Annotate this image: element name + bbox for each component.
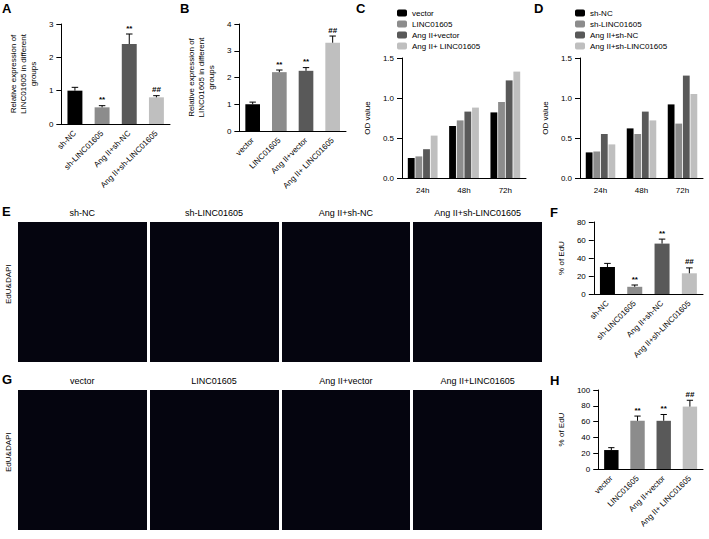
html-text:EdU&DAPI: EdU&DAPI (4, 264, 13, 304)
svg-text:LINC01605: LINC01605 (605, 473, 641, 509)
svg-text:24h: 24h (594, 186, 607, 195)
svg-text:##: ## (152, 85, 161, 94)
svg-text:0.0: 0.0 (383, 174, 395, 183)
svg-text:2: 2 (49, 53, 54, 62)
svg-text:% of EdU: % of EdU (557, 241, 566, 275)
svg-text:Relative expression of: Relative expression of (9, 34, 18, 113)
html-text:LINC01605: LINC01605 (191, 376, 237, 386)
html-text:EdU&DAPI: EdU&DAPI (4, 432, 13, 472)
svg-text:H: H (550, 373, 559, 388)
svg-text:0: 0 (49, 120, 54, 129)
svg-text:Ang II+vector: Ang II+vector (412, 31, 460, 40)
svg-text:**: ** (632, 275, 639, 284)
svg-text:% of EdU: % of EdU (557, 412, 566, 446)
svg-text:**: ** (634, 406, 641, 415)
svg-text:sh-NC: sh-NC (56, 129, 79, 152)
svg-text:OD value: OD value (541, 101, 550, 135)
svg-text:Ang II+sh-LINC01605: Ang II+sh-LINC01605 (632, 298, 693, 359)
svg-text:20: 20 (577, 272, 586, 281)
svg-text:**: ** (661, 404, 668, 413)
html-text:Ang II+sh-NC: Ang II+sh-NC (318, 208, 373, 218)
svg-text:Ang II+sh-NC: Ang II+sh-NC (624, 298, 666, 340)
html-text:E: E (2, 204, 11, 219)
svg-text:80: 80 (577, 218, 586, 227)
svg-text:Ang II+ LINC01605: Ang II+ LINC01605 (639, 473, 694, 528)
svg-text:1.5: 1.5 (383, 54, 395, 63)
svg-text:##: ## (328, 26, 337, 35)
svg-text:LINC01605 in different: LINC01605 in different (19, 33, 28, 114)
svg-text:20: 20 (581, 449, 590, 458)
html-text:Ang II+sh-LINC01605: Ang II+sh-LINC01605 (434, 208, 521, 218)
svg-text:72h: 72h (499, 186, 512, 195)
svg-text:Ang II+sh-NC: Ang II+sh-NC (590, 31, 638, 40)
svg-text:0: 0 (586, 465, 591, 474)
svg-text:0.5: 0.5 (383, 134, 395, 143)
svg-text:sh-NC: sh-NC (588, 299, 611, 322)
html-text:sh-LINC01605: sh-LINC01605 (185, 208, 244, 218)
svg-text:sh-NC: sh-NC (590, 9, 613, 18)
svg-text:sh-LINC01605: sh-LINC01605 (62, 128, 106, 172)
svg-text:A: A (2, 1, 12, 16)
svg-text:1: 1 (227, 100, 232, 109)
svg-text:B: B (180, 1, 189, 16)
svg-text:OD value: OD value (363, 101, 372, 135)
svg-text:Relative expression of: Relative expression of (187, 37, 196, 116)
svg-text:vector: vector (234, 136, 256, 158)
svg-text:80: 80 (581, 401, 590, 410)
svg-text:60: 60 (581, 417, 590, 426)
svg-text:24h: 24h (416, 186, 429, 195)
svg-text:4: 4 (227, 20, 232, 29)
svg-text:3: 3 (227, 46, 232, 55)
svg-text:1.5: 1.5 (561, 54, 573, 63)
html-text:Ang II+LINC01605: Ang II+LINC01605 (440, 376, 515, 386)
svg-text:0: 0 (227, 127, 232, 136)
svg-text:48h: 48h (457, 186, 470, 195)
svg-text:sh-LINC01605: sh-LINC01605 (590, 20, 642, 29)
svg-text:**: ** (99, 95, 106, 104)
svg-text:0.0: 0.0 (561, 174, 573, 183)
svg-text:2: 2 (227, 73, 232, 82)
svg-text:Ang II+vector: Ang II+vector (627, 473, 667, 514)
html-text:sh-NC: sh-NC (69, 208, 96, 218)
svg-text:sh-LINC01605: sh-LINC01605 (595, 298, 638, 342)
svg-text:vector: vector (412, 9, 434, 18)
svg-text:**: ** (303, 57, 310, 66)
html-text:Ang II+vector: Ang II+vector (319, 376, 373, 386)
svg-text:100: 100 (577, 386, 591, 395)
svg-text:Ang II+ LINC01605: Ang II+ LINC01605 (412, 42, 481, 51)
svg-text:##: ## (685, 257, 694, 266)
svg-text:groups: groups (29, 62, 38, 86)
svg-text:1.0: 1.0 (561, 94, 573, 103)
svg-text:**: ** (276, 60, 283, 69)
svg-text:vector: vector (593, 474, 615, 496)
svg-text:0: 0 (581, 290, 586, 299)
svg-text:0.5: 0.5 (561, 134, 573, 143)
svg-text:LINC01605: LINC01605 (412, 20, 453, 29)
svg-text:40: 40 (581, 433, 590, 442)
svg-text:Ang II+vector: Ang II+vector (269, 135, 310, 176)
svg-text:Ang II+ LINC01605: Ang II+ LINC01605 (281, 135, 336, 190)
svg-text:F: F (550, 205, 558, 220)
svg-text:60: 60 (577, 236, 586, 245)
svg-text:##: ## (685, 390, 694, 399)
svg-text:72h: 72h (676, 186, 689, 195)
svg-text:40: 40 (577, 254, 586, 263)
svg-text:**: ** (659, 229, 666, 238)
svg-text:Ang II+sh-NC: Ang II+sh-NC (92, 128, 133, 170)
html-text:G: G (2, 372, 13, 387)
svg-text:1: 1 (49, 86, 54, 95)
svg-text:LINC01605: LINC01605 (247, 135, 283, 171)
svg-text:C: C (356, 1, 366, 16)
svg-text:3: 3 (49, 20, 54, 29)
svg-text:48h: 48h (635, 186, 648, 195)
svg-text:**: ** (126, 24, 133, 33)
html-text:vector: vector (70, 376, 95, 386)
svg-text:groups: groups (207, 65, 216, 89)
svg-text:Ang II+sh-LINC01605: Ang II+sh-LINC01605 (99, 128, 160, 189)
svg-text:D: D (534, 1, 543, 16)
svg-text:LINC01605 in different: LINC01605 in different (197, 37, 206, 118)
svg-text:Ang II+sh-LINC01605: Ang II+sh-LINC01605 (590, 42, 668, 51)
svg-text:1.0: 1.0 (383, 94, 395, 103)
